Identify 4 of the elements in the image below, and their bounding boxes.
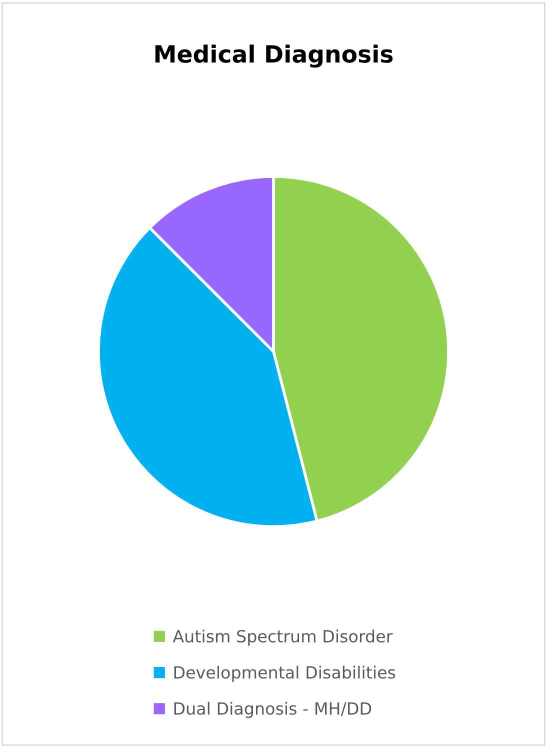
legend-label: Developmental Disabilities	[174, 666, 396, 682]
chart-title: Medical Diagnosis	[155, 44, 393, 68]
legend-label: Dual Diagnosis - MH/DD	[174, 702, 372, 718]
legend-label: Autism Spectrum Disorder	[172, 630, 393, 646]
